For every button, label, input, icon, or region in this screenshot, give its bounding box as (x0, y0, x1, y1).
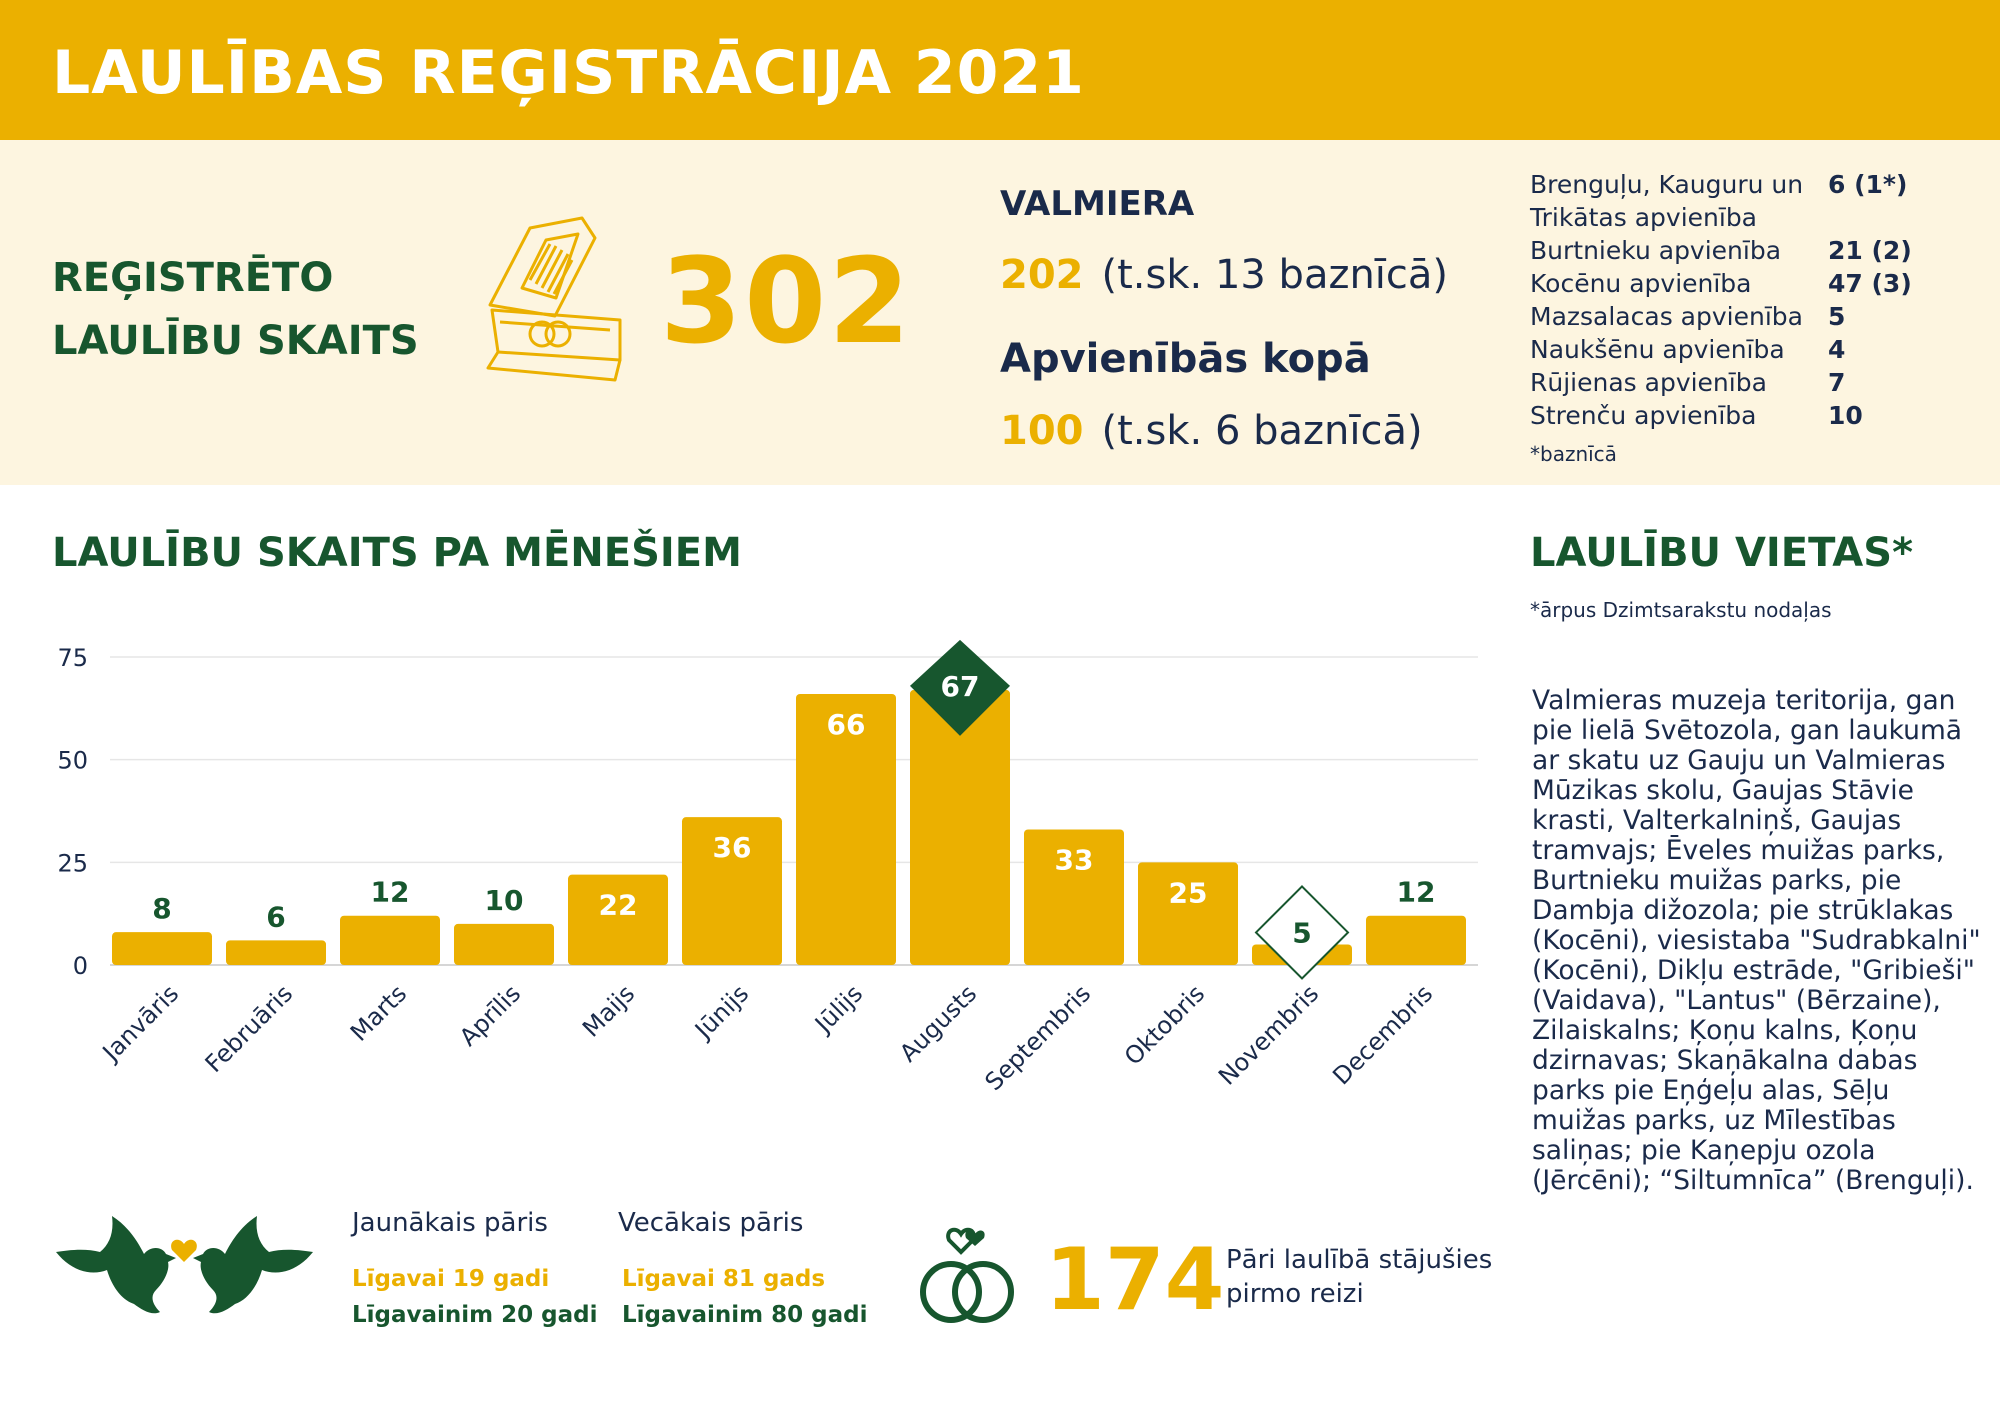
x-tick-label: Jūnijs (688, 979, 754, 1045)
wedding-rings-icon (920, 1227, 1014, 1323)
x-tick-label: Novembris (1213, 979, 1324, 1090)
list-item-name: Strenču apvienība (1530, 401, 1757, 430)
x-tick-label: Februāris (200, 979, 299, 1078)
list-item-value: 47 (3) (1828, 269, 1912, 298)
bar (1138, 862, 1238, 965)
youngest-groom: Līgavainim 20 gadi (352, 1302, 598, 1328)
apvienibas-title: Apvienībās kopā (1000, 336, 1371, 382)
highlight-diamond-outline (1254, 885, 1350, 980)
data-label: 10 (485, 884, 524, 917)
y-tick-label: 50 (57, 747, 88, 775)
doves-icon (56, 1216, 313, 1314)
list-item-name: Naukšēnu apvienība (1530, 335, 1785, 364)
highlight-diamond (910, 639, 1010, 736)
places-title: LAULĪBU VIETAS* (1530, 530, 1913, 576)
church-footnote: *baznīcā (1530, 442, 1617, 466)
x-tick-label: Septembris (980, 979, 1097, 1096)
x-tick-label: Maijs (577, 979, 640, 1042)
list-item-value: 5 (1828, 302, 1846, 331)
list-item-value: 10 (1828, 401, 1863, 430)
heart-icon (171, 1239, 197, 1262)
list-item-name: Mazsalacas apvienība (1530, 302, 1803, 331)
data-label: 6 (266, 900, 285, 933)
x-tick-label: Marts (345, 979, 412, 1046)
apvienibas-note: (t.sk. 6 baznīcā) (1101, 408, 1423, 454)
list-item-value: 21 (2) (1828, 236, 1912, 265)
oldest-groom: Līgavainim 80 gadi (622, 1302, 868, 1328)
registered-label-line1: REĢISTRĒTO (52, 255, 334, 301)
valmiera-title: VALMIERA (1000, 184, 1195, 224)
oldest-couple-heading: Vecākais pāris (618, 1208, 804, 1238)
list-item-name: Kocēnu apvienība (1530, 269, 1752, 298)
bar (796, 693, 896, 965)
bar (682, 817, 782, 965)
chart-title: LAULĪBU SKAITS PA MĒNEŠIEM (52, 530, 742, 576)
y-tick-label: 0 (73, 952, 88, 980)
first-marriage-count: 174 (1045, 1230, 1225, 1330)
stats-band (0, 140, 2000, 485)
data-label: 12 (1397, 876, 1436, 909)
places-text: Valmieras muzeja teritorija, gan pie lie… (1532, 685, 1981, 1196)
monthly-bar-chart: 0 25 50 75 8 Janvāris 6 Februāris 12 Marts 10 Aprīl… (57, 639, 1478, 1096)
total-marriages: 302 (660, 232, 913, 370)
bar (910, 689, 1010, 965)
list-item-value: 7 (1828, 368, 1846, 397)
x-tick-label: Jūlijs (808, 979, 868, 1039)
x-tick-label: Janvāris (96, 979, 184, 1067)
data-label: 8 (152, 892, 171, 925)
y-tick-label: 75 (57, 644, 88, 672)
places-note: *ārpus Dzimtsarakstu nodaļas (1530, 598, 1832, 622)
x-tick-label: Aprīlis (454, 979, 526, 1051)
x-tick-label: Decembris (1327, 979, 1438, 1090)
list-item-value: 6 (1*) (1828, 170, 1908, 199)
bar (1024, 829, 1124, 965)
data-label: 12 (371, 876, 410, 909)
youngest-bride: Līgavai 19 gadi (352, 1266, 550, 1292)
list-item-name: Burtnieku apvienība (1530, 236, 1782, 265)
data-label: 33 (1055, 843, 1094, 876)
data-label: 22 (599, 889, 638, 922)
oldest-bride: Līgavai 81 gads (622, 1266, 826, 1292)
list-item-value: 4 (1828, 335, 1846, 364)
bar (340, 915, 440, 965)
data-label: 67 (941, 670, 980, 703)
list-item-name: Brenguļu, Kauguru un (1530, 170, 1804, 199)
valmiera-count-line: 202 (t.sk. 13 baznīcā) (1000, 252, 1448, 298)
list-item-name: Trikātas apvienība (1530, 203, 1758, 232)
data-label: 66 (827, 708, 866, 741)
ring-box-icon (486, 216, 622, 382)
x-tick-label: Augusts (894, 979, 982, 1067)
data-label: 25 (1169, 876, 1208, 909)
x-tick-label: Oktobris (1119, 979, 1210, 1070)
youngest-couple-heading: Jaunākais pāris (352, 1208, 548, 1238)
data-label: 5 (1292, 916, 1311, 949)
list-item-name: Rūjienas apvienība (1530, 368, 1767, 397)
registered-label-line2: LAULĪBU SKAITS (52, 318, 419, 364)
valmiera-count: 202 (1000, 252, 1084, 298)
data-label: 36 (713, 831, 752, 864)
apvienibas-count-line: 100 (t.sk. 6 baznīcā) (1000, 408, 1423, 454)
bar (112, 932, 212, 965)
bar (226, 940, 326, 965)
valmiera-note: (t.sk. 13 baznīcā) (1101, 252, 1449, 298)
header-bar (0, 0, 2000, 140)
apvienibas-count: 100 (1000, 408, 1084, 454)
bar (454, 923, 554, 965)
first-marriage-text: Pāri laulībā stājušies pirmo reizi (1226, 1245, 1493, 1309)
bar (1366, 915, 1466, 965)
bar (568, 874, 668, 965)
page-title: LAULĪBAS REĢISTRĀCIJA 2021 (52, 38, 1085, 108)
y-tick-label: 25 (57, 849, 88, 877)
